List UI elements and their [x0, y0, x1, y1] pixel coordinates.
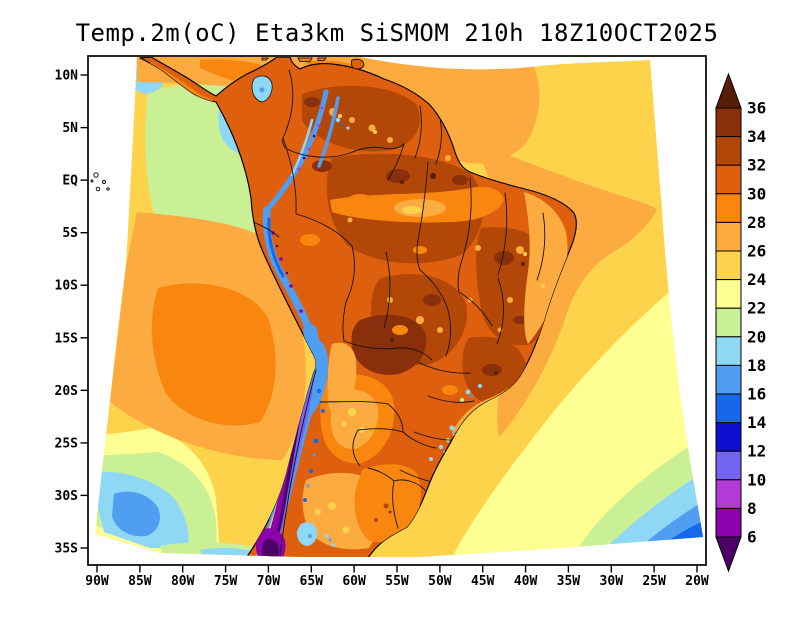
x-tick-label: 75W — [214, 574, 238, 589]
colorbar-segment — [715, 479, 742, 509]
colorbar-label: 14 — [747, 413, 766, 432]
y-tick-label: 30S — [55, 489, 79, 504]
colorbar-segment — [715, 193, 742, 223]
country-borders — [252, 69, 546, 557]
x-tick-label: 80W — [171, 574, 195, 589]
colorbar-segment — [715, 336, 742, 366]
x-tick-label: 40W — [514, 574, 538, 589]
y-tick-label: 35S — [55, 542, 79, 557]
temperature-field — [95, 57, 703, 557]
colorbar-label: 12 — [747, 442, 766, 461]
y-tick-label: 5S — [62, 226, 78, 241]
colorbar-arrow-bottom — [715, 536, 742, 573]
colorbar-segment — [715, 164, 742, 195]
y-tick-label: 25S — [55, 436, 79, 451]
colorbar-segment — [715, 450, 742, 481]
colorbar-label: 8 — [747, 499, 757, 518]
y-tick-label: 10N — [55, 69, 79, 84]
y-tick-label: 20S — [55, 384, 79, 399]
y-tick-label: 5N — [62, 121, 78, 136]
colorbar-arrow-top — [715, 72, 742, 109]
colorbar: 36 34 32 30 28 26 24 22 20 18 16 14 12 1… — [715, 72, 766, 573]
colorbar-label: 28 — [747, 213, 766, 232]
x-tick-label: 55W — [385, 574, 409, 589]
colorbar-label: 34 — [747, 127, 766, 146]
colorbar-label: 16 — [747, 385, 766, 404]
colorbar-segment — [715, 136, 742, 166]
colorbar-label: 20 — [747, 327, 766, 346]
colorbar-segment — [715, 422, 742, 452]
y-tick-label: 10S — [55, 279, 79, 294]
x-tick-label: 25W — [642, 574, 666, 589]
colorbar-label: 36 — [747, 99, 766, 118]
y-tick-label: 15S — [55, 331, 79, 346]
colorbar-label: 26 — [747, 242, 766, 261]
caribbean-islands — [261, 57, 365, 70]
x-axis: 90W 85W 80W 75W 70W 65W 60W 55W 50W 45W … — [85, 565, 709, 589]
y-tick-label: EQ — [62, 174, 78, 189]
colorbar-segment — [715, 364, 742, 395]
colorbar-label: 22 — [747, 299, 766, 318]
x-tick-label: 65W — [300, 574, 324, 589]
x-tick-label: 85W — [128, 574, 152, 589]
x-tick-label: 50W — [428, 574, 452, 589]
x-tick-label: 20W — [685, 574, 709, 589]
colorbar-label: 10 — [747, 470, 766, 489]
colorbar-label: 6 — [747, 528, 757, 547]
colorbar-segment — [715, 507, 742, 538]
x-tick-label: 60W — [342, 574, 366, 589]
colorbar-segment — [715, 107, 742, 138]
colorbar-segment — [715, 279, 742, 309]
x-tick-label: 70W — [257, 574, 281, 589]
colorbar-label: 30 — [747, 184, 766, 203]
colorbar-label: 18 — [747, 356, 766, 375]
plot-title: Temp.2m(oC) Eta3km SiSMOM 210h 18Z10OCT2… — [76, 19, 719, 47]
x-tick-label: 45W — [471, 574, 495, 589]
x-tick-label: 30W — [600, 574, 624, 589]
colorbar-segment — [715, 307, 742, 338]
colorbar-label: 24 — [747, 270, 766, 289]
colorbar-segment — [715, 250, 742, 281]
y-axis: 10N 5N EQ 5S 10S 15S 20S 25S 30S 35S — [55, 69, 88, 557]
x-tick-label: 35W — [557, 574, 581, 589]
colorbar-label: 32 — [747, 156, 766, 175]
x-tick-label: 90W — [85, 574, 109, 589]
colorbar-segment — [715, 221, 742, 252]
galapagos-islands — [90, 172, 110, 192]
colorbar-segment — [715, 393, 742, 424]
